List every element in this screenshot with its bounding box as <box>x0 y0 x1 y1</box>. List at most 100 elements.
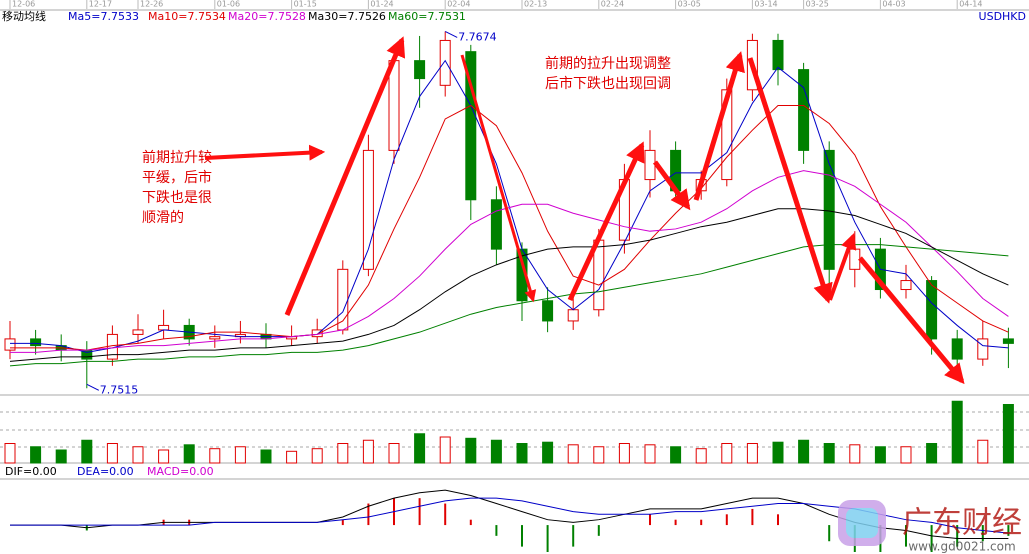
legend-entry: Ma30=7.7526 <box>308 10 386 23</box>
volume-bar <box>542 441 554 464</box>
volume-bar <box>593 446 605 464</box>
indicator-title: 移动均线 <box>2 9 46 23</box>
watermark-url: www.gd0021.com <box>908 540 1015 554</box>
legend-entry: Ma10=7.7534 <box>148 10 226 23</box>
volume-bar <box>951 400 963 464</box>
volume-bar <box>465 437 477 464</box>
volume-bar <box>414 433 426 464</box>
date-label: 02-24 <box>601 0 624 9</box>
volume-bar <box>490 439 502 464</box>
volume-bar <box>823 443 835 464</box>
volume-bar <box>798 439 810 464</box>
volume-bar <box>695 448 707 464</box>
symbol: USDHKD <box>979 10 1026 23</box>
annotation-text: 后市下跌也出现回调 <box>545 75 671 92</box>
candle-body <box>849 248 861 270</box>
candle-body <box>926 280 938 340</box>
macd-legend: MACD=0.00 <box>147 465 214 478</box>
plot: 12-06 12-17 12-26 01-06 01-15 01-24 02-04 02-13… <box>4 0 1014 552</box>
candle-body <box>388 60 400 151</box>
candle-body <box>158 324 170 331</box>
volume-bar <box>644 444 656 464</box>
candle-body <box>414 60 426 80</box>
volume-bar <box>81 439 93 464</box>
volume-bar <box>311 448 323 464</box>
candle-body <box>772 39 784 71</box>
candle-body <box>823 149 835 270</box>
volume-bar <box>926 443 938 464</box>
volume-bar <box>30 446 42 464</box>
legend-entry: Ma20=7.7528 <box>228 10 306 23</box>
volume-bar <box>337 443 349 464</box>
candle-body <box>644 149 656 181</box>
date-label: 01-24 <box>370 0 393 9</box>
candle-body <box>490 199 502 250</box>
candle-body <box>362 149 374 270</box>
volume-bar <box>977 439 989 464</box>
candle-body <box>30 338 42 347</box>
date-label: 12-26 <box>140 0 163 9</box>
candle-body <box>977 338 989 360</box>
volume-bar <box>4 443 16 464</box>
volume-bar <box>234 446 246 464</box>
date-label: 12-17 <box>89 0 112 9</box>
volume-bar <box>567 444 579 464</box>
volume-bar <box>388 443 400 464</box>
date-label: 03-25 <box>806 0 829 9</box>
high-leader <box>444 31 458 38</box>
watermark-logo <box>838 500 886 546</box>
volume-bar <box>670 446 682 464</box>
volume-bar <box>260 449 272 464</box>
annotation-text: 前期拉升较 <box>142 149 212 166</box>
volume-bar <box>286 450 298 464</box>
candle-body <box>1002 338 1014 344</box>
ma-line <box>10 104 1009 351</box>
date-label: 04-14 <box>959 0 982 9</box>
ma-line <box>10 59 1009 353</box>
candle-body <box>798 69 810 151</box>
annotation-arrows <box>204 36 965 385</box>
annotation-text: 平缓，后市 <box>142 169 212 186</box>
date-label: 04-03 <box>882 0 905 9</box>
volume-bar <box>209 448 221 464</box>
candle-body <box>209 336 221 340</box>
volume-bar <box>900 446 912 464</box>
ma-line <box>9 208 1009 362</box>
volume-bar <box>618 443 630 464</box>
watermark-name: 广东财经 <box>902 506 1022 541</box>
date-label: 02-04 <box>447 0 470 9</box>
ma-line <box>10 170 1009 353</box>
date-label: 03-14 <box>754 0 777 9</box>
volume-bar <box>106 443 118 464</box>
volume-bar <box>439 436 451 464</box>
volume-bar <box>132 446 144 464</box>
volume-bar <box>721 443 733 464</box>
volume-bar <box>55 449 67 464</box>
candle-body <box>542 300 554 322</box>
volume-bar <box>874 446 886 464</box>
low-label: 7.7515 <box>100 383 139 396</box>
candle-body <box>465 51 477 201</box>
candle-body <box>721 89 733 181</box>
annotation-text: 下跌也是很 <box>142 190 212 206</box>
date-label: 02-13 <box>524 0 547 9</box>
volume-bar <box>746 443 758 464</box>
date-label: 01-15 <box>294 0 317 9</box>
volume-bar <box>362 439 374 464</box>
annotation-text: 前期的拉升出现调整 <box>545 55 671 72</box>
volume-bar <box>1002 404 1014 464</box>
volume-bar <box>183 444 195 464</box>
volume-bar <box>772 441 784 464</box>
candle-body <box>951 338 963 360</box>
candle-body <box>439 39 451 86</box>
annotation-text: 顺滑的 <box>142 209 184 226</box>
legend-entry: Ma60=7.7531 <box>388 10 466 23</box>
date-label: 03-05 <box>678 0 701 9</box>
candle-body <box>132 329 144 335</box>
low-leader <box>86 383 100 391</box>
candle-body <box>567 309 579 322</box>
volume-bar <box>158 449 170 464</box>
high-label: 7.7674 <box>458 30 497 43</box>
candle-body <box>900 280 912 291</box>
